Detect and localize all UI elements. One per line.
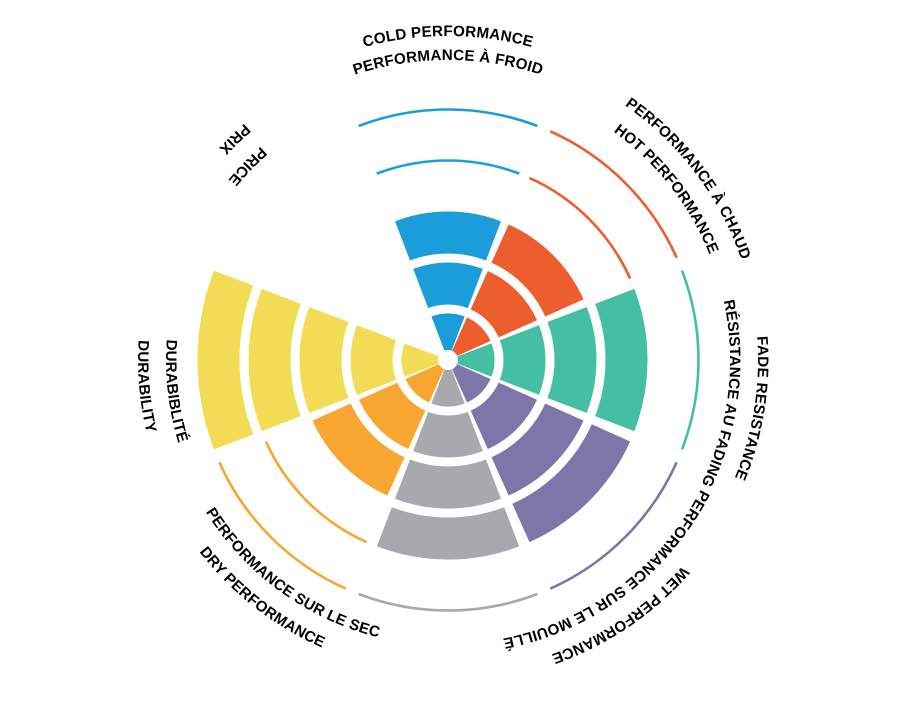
wedge-band-dry-performance-1 (431, 369, 465, 407)
wedge-cold-performance (395, 211, 501, 351)
wedge-durability (312, 364, 444, 496)
wedge-band-fade-resistance-4 (595, 288, 648, 432)
wedge-dry-performance (376, 369, 520, 560)
gridline-arc-fade-resistance-5 (680, 270, 700, 450)
gridline-arc-dry-performance-5 (358, 592, 538, 612)
gridline-arc-hot-performance-5 (549, 130, 678, 259)
wedge-band-wet-performance-1 (452, 364, 491, 403)
gridline-arc-durability-4 (264, 440, 368, 544)
wedge-band-price-2 (350, 325, 397, 395)
wedge-band-cold-performance-2 (413, 262, 483, 309)
wedge-band-wet-performance-3 (491, 403, 584, 496)
wedge-fade-resistance (457, 288, 648, 432)
wedge-wet-performance (452, 364, 631, 543)
wedge-band-hot-performance-1 (452, 317, 491, 356)
wedge-band-cold-performance-3 (395, 211, 501, 261)
wedge-band-durability-3 (312, 403, 405, 496)
wedge-band-dry-performance-4 (376, 507, 520, 560)
wedge-band-fade-resistance-2 (499, 325, 546, 395)
wedge-band-price-1 (401, 343, 439, 377)
wedge-band-hot-performance-3 (491, 224, 584, 317)
gridline-arc-hot-performance-4 (528, 176, 632, 280)
gridline-arc-durability-5 (218, 461, 347, 590)
gridline-arc-wet-performance-5 (549, 461, 678, 590)
outer-gridline-arcs-layer (218, 108, 700, 612)
wedge-band-price-3 (299, 307, 349, 413)
wedge-band-wet-performance-2 (470, 382, 538, 450)
wedge-band-wet-performance-4 (512, 424, 631, 543)
wedge-band-durability-1 (405, 364, 444, 403)
wedge-bands-layer (197, 211, 648, 560)
wedge-band-hot-performance-2 (470, 270, 538, 338)
wedge-band-price-4 (248, 288, 301, 432)
wedge-band-dry-performance-2 (413, 411, 483, 458)
wedge-band-fade-resistance-3 (547, 307, 597, 413)
wedge-price (197, 270, 439, 450)
wedge-band-durability-2 (358, 382, 426, 450)
gridline-arc-cold-performance-4 (376, 159, 520, 175)
wedge-band-fade-resistance-1 (457, 343, 495, 377)
wedge-band-price-5 (197, 270, 254, 450)
gridline-arc-cold-performance-5 (358, 108, 538, 128)
wedge-hot-performance (452, 224, 584, 356)
wedge-band-cold-performance-1 (431, 313, 465, 351)
wedge-band-dry-performance-3 (395, 459, 501, 509)
